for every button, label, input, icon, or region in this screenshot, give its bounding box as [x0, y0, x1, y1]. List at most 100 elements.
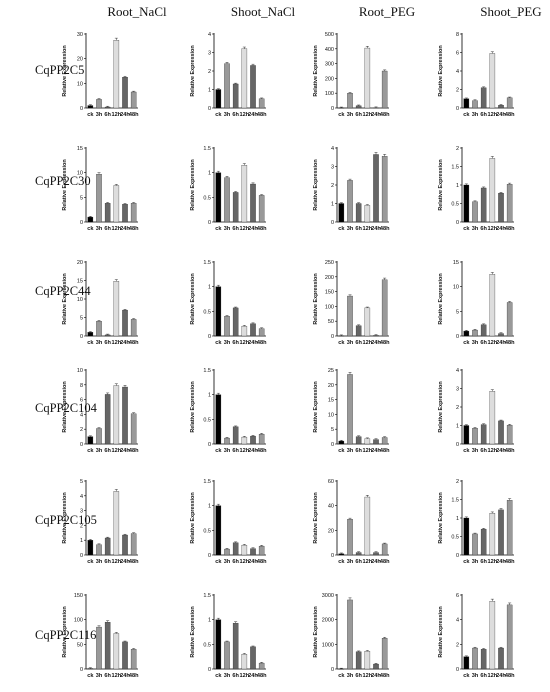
- y-tick-label: 25: [328, 368, 334, 374]
- bar-chart-panel: Relative Expression 0 1 2 3 4 ck 3h 6h 12h 24h 48h: [190, 32, 267, 118]
- column-title: Root_PEG: [359, 4, 415, 19]
- x-tick-label: 6h: [104, 226, 111, 232]
- bar: [250, 646, 256, 670]
- x-tick-label: 12h: [112, 448, 122, 454]
- bar-chart-panel: Relative Expression 0 1 2 3 4 5 ck 3h 6h 12h 24h 48h: [62, 479, 139, 565]
- bar: [241, 325, 248, 337]
- x-tick-label: 6h: [232, 226, 239, 232]
- x-tick-label: 48h: [505, 448, 515, 454]
- bar: [104, 537, 111, 556]
- bar-chart-panel: Relative Expression 0 5 10 15 ck 3h 6h 12h 24h 48h: [62, 146, 139, 232]
- y-tick-label: 150: [325, 290, 334, 296]
- x-tick-label: 24h: [496, 559, 506, 565]
- bar: [258, 195, 265, 223]
- x-tick-label: 6h: [355, 340, 362, 346]
- y-axis-label: Relative Expression: [62, 492, 68, 543]
- x-tick-label: 24h: [496, 448, 506, 454]
- x-tick-label: ck: [338, 559, 345, 565]
- x-tick-label: 3h: [347, 112, 354, 118]
- bar-chart-panel: Relative Expression 0 0.5 1 1.5 ck 3h 6h 12h 24h 4…: [190, 479, 267, 565]
- y-tick-label: 2000: [322, 618, 334, 624]
- x-tick-label: 6h: [480, 559, 487, 565]
- y-tick-label: 30: [77, 32, 83, 38]
- y-tick-label: 3: [331, 165, 334, 171]
- y-tick-label: 1.5: [203, 260, 211, 266]
- x-tick-label: 3h: [224, 559, 231, 565]
- bar: [232, 622, 239, 670]
- bar: [104, 621, 111, 670]
- bar: [347, 519, 353, 556]
- x-tick-label: 24h: [371, 340, 381, 346]
- x-tick-label: 12h: [112, 226, 122, 232]
- x-tick-label: 12h: [112, 559, 122, 565]
- y-tick-label: 2: [80, 427, 83, 433]
- bar: [355, 436, 362, 445]
- bar: [113, 281, 120, 337]
- x-tick-label: 12h: [488, 448, 498, 454]
- x-tick-label: ck: [338, 226, 345, 232]
- bar: [232, 192, 239, 223]
- bar-chart-panel: Relative Expression 0 10 20 30 ck 3h 6h 12h 24h 48…: [62, 32, 139, 118]
- bar: [355, 651, 362, 670]
- x-tick-label: 24h: [120, 112, 130, 118]
- bar: [232, 542, 239, 556]
- bar-chart-panel: Relative Expression 0 1 2 3 4 ck 3h 6h 12h 24h 48h: [313, 146, 390, 232]
- y-tick-label: 5: [331, 427, 334, 433]
- bar: [355, 325, 362, 337]
- x-tick-label: 3h: [347, 448, 354, 454]
- y-tick-label: 15: [77, 279, 83, 285]
- y-tick-label: 1: [80, 538, 83, 544]
- x-tick-label: ck: [87, 112, 94, 118]
- y-tick-label: 500: [325, 32, 334, 38]
- bar: [381, 437, 388, 445]
- bar: [498, 420, 504, 445]
- y-tick-label: 0: [208, 442, 211, 448]
- x-tick-label: 6h: [104, 340, 111, 346]
- x-tick-label: 3h: [96, 226, 103, 232]
- bar-chart-panel: Relative Expression 0 50 100 150 ck 3h 6h 12h 24h…: [62, 593, 139, 679]
- x-tick-label: 48h: [505, 559, 515, 565]
- x-tick-label: ck: [338, 340, 345, 346]
- bar: [364, 496, 371, 556]
- y-tick-label: 0: [456, 106, 459, 112]
- bar: [130, 203, 137, 223]
- y-tick-label: 250: [325, 260, 334, 266]
- bar: [472, 428, 478, 445]
- y-axis-label: Relative Expression: [313, 492, 319, 543]
- bar: [130, 91, 137, 109]
- bar: [224, 548, 230, 556]
- y-tick-label: 0: [456, 667, 459, 673]
- bar-chart-panel: Relative Expression 0 5 10 15 20 ck 3h 6h 12h 24h 4…: [62, 260, 139, 346]
- y-tick-label: 1.5: [203, 146, 211, 152]
- bar: [250, 65, 256, 109]
- x-tick-label: 3h: [472, 340, 479, 346]
- x-tick-label: 6h: [232, 112, 239, 118]
- y-tick-label: 2: [208, 69, 211, 75]
- bar-chart-panel: Relative Expression 0 1 2 3 4 ck 3h 6h 12h 24h 48h: [438, 368, 515, 454]
- bar: [472, 533, 478, 556]
- y-axis-label: Relative Expression: [313, 45, 319, 96]
- x-tick-label: 12h: [363, 112, 373, 118]
- x-tick-label: 12h: [112, 340, 122, 346]
- x-tick-label: 6h: [355, 112, 362, 118]
- x-tick-label: 6h: [480, 448, 487, 454]
- bar: [87, 540, 94, 556]
- bar: [480, 324, 487, 337]
- bar: [364, 651, 371, 670]
- x-tick-label: 48h: [380, 226, 390, 232]
- y-tick-label: 4: [208, 32, 211, 38]
- gene-label: CqPP2C5: [35, 63, 84, 77]
- bar: [373, 663, 379, 670]
- gene-label: CqPP2C104: [35, 401, 98, 415]
- y-axis-label: Relative Expression: [313, 273, 319, 324]
- bar: [130, 319, 137, 337]
- y-tick-label: 1.5: [451, 165, 459, 171]
- x-tick-label: 24h: [120, 559, 130, 565]
- bar: [463, 517, 470, 556]
- x-tick-label: 24h: [496, 226, 506, 232]
- x-tick-label: 24h: [371, 673, 381, 679]
- x-tick-label: 12h: [363, 448, 373, 454]
- x-tick-label: 3h: [96, 448, 103, 454]
- gene-label: CqPP2C116: [35, 628, 96, 642]
- bar: [104, 203, 111, 223]
